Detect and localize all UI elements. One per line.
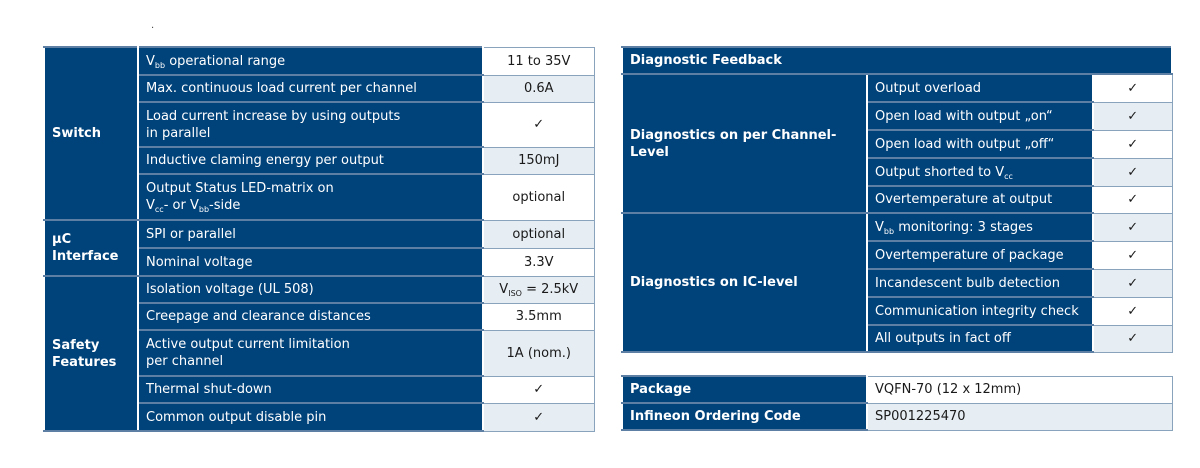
feature-label: All outputs in fact off xyxy=(866,324,1094,353)
check-icon: ✓ xyxy=(1092,212,1173,242)
table-row: Infineon Ordering Code SP001225470 xyxy=(621,402,1173,431)
table-row: Output shorted to Vcc ✓ xyxy=(622,157,1173,187)
feature-label: Vbb monitoring: 3 stages xyxy=(866,212,1094,242)
table-row: Open load with output „off“ ✓ xyxy=(622,129,1173,159)
feature-label: Max. continuous load current per channel xyxy=(137,74,484,103)
feature-label: Nominal voltage xyxy=(137,247,484,277)
feature-label: Output shorted to Vcc xyxy=(866,157,1094,187)
feature-value: 11 to 35V xyxy=(482,46,595,76)
diagnostic-feedback-table: Diagnostic Feedback Diagnostics on per C… xyxy=(620,46,1174,353)
feature-value: 0.6A xyxy=(482,74,595,103)
specs-table: Switch Vbb operational range 11 to 35V Max.… xyxy=(43,46,595,432)
check-icon: ✓ xyxy=(482,402,595,432)
feature-label: Open load with output „off“ xyxy=(866,129,1094,159)
table-row: Common output disable pin ✓ xyxy=(44,402,595,432)
check-icon: ✓ xyxy=(1092,73,1173,103)
table-row: Max. continuous load current per channel… xyxy=(44,74,595,103)
table-row: Nominal voltage 3.3V xyxy=(44,247,595,277)
group-label: µC Interface xyxy=(43,219,139,277)
feature-value: 3.3V xyxy=(482,247,595,277)
table-row: Open load with output „on“ ✓ xyxy=(622,101,1173,131)
table-row: Load current increase by using outputs in… xyxy=(44,101,595,148)
feature-label: Creepage and clearance distances xyxy=(137,302,484,331)
feature-label: Incandescent bulb detection xyxy=(866,268,1094,298)
package-label: Package xyxy=(621,375,868,404)
table-row: Creepage and clearance distances 3.5mm xyxy=(44,302,595,331)
table-row: Incandescent bulb detection ✓ xyxy=(622,268,1173,298)
table-row: Communication integrity check ✓ xyxy=(622,296,1173,326)
table-row: Thermal shut-down ✓ xyxy=(44,375,595,404)
table-row: Output Status LED-matrix on Vcc- or Vbb-s… xyxy=(44,173,595,221)
feature-label: Open load with output „on“ xyxy=(866,101,1094,131)
feature-label: Load current increase by using outputs in… xyxy=(137,101,484,148)
feature-label: SPI or parallel xyxy=(137,219,484,249)
feature-label: Overtemperature at output xyxy=(866,185,1094,214)
table-row: Overtemperature at output ✓ xyxy=(622,185,1173,214)
feature-value: VISO = 2.5kV xyxy=(482,275,595,304)
table-row: Package VQFN-70 (12 x 12mm) xyxy=(621,375,1173,404)
table-row: Diagnostics on IC-level Vbb monitoring: 3… xyxy=(621,212,1173,353)
table-row: Switch Vbb operational range 11 to 35V xyxy=(43,46,595,221)
feature-label: Output overload xyxy=(866,73,1094,103)
check-icon: ✓ xyxy=(1092,185,1173,214)
feature-value: 1A (nom.) xyxy=(482,329,595,377)
check-icon: ✓ xyxy=(482,101,595,148)
table-row: Overtemperature of package ✓ xyxy=(622,240,1173,270)
table-row: All outputs in fact off ✓ xyxy=(622,324,1173,353)
group-label: Diagnostics on per Channel-Level xyxy=(621,73,868,214)
table-row: Inductive claming energy per output 150mJ xyxy=(44,146,595,175)
feature-value: 3.5mm xyxy=(482,302,595,331)
table-row: Active output current limitation per chan… xyxy=(44,329,595,377)
stray-mark: . xyxy=(151,20,155,31)
feature-label: Communication integrity check xyxy=(866,296,1094,326)
check-icon: ✓ xyxy=(1092,101,1173,131)
ordering-code-label: Infineon Ordering Code xyxy=(621,402,868,431)
check-icon: ✓ xyxy=(1092,296,1173,326)
feature-label: Vbb operational range xyxy=(137,46,484,76)
table-row: Safety Features Isolation voltage (UL 508)… xyxy=(43,275,595,432)
check-icon: ✓ xyxy=(1092,240,1173,270)
group-label: Switch xyxy=(43,46,139,221)
feature-value: 150mJ xyxy=(482,146,595,175)
check-icon: ✓ xyxy=(1092,157,1173,187)
feature-label: Thermal shut-down xyxy=(137,375,484,404)
table-row: µC Interface SPI or parallel optional xyxy=(43,219,595,277)
table-row: Diagnostics on per Channel-Level Output o… xyxy=(621,73,1173,214)
ordering-code-value: SP001225470 xyxy=(866,402,1173,431)
feature-label: Output Status LED-matrix on Vcc- or Vbb-s… xyxy=(137,173,484,221)
feature-value: optional xyxy=(482,173,595,221)
feature-label: Isolation voltage (UL 508) xyxy=(137,275,484,304)
check-icon: ✓ xyxy=(1092,324,1173,353)
check-icon: ✓ xyxy=(1092,129,1173,159)
package-value: VQFN-70 (12 x 12mm) xyxy=(866,375,1173,404)
diagnostic-feedback-title: Diagnostic Feedback xyxy=(620,46,1174,75)
check-icon: ✓ xyxy=(1092,268,1173,298)
group-label: Safety Features xyxy=(43,275,139,432)
check-icon: ✓ xyxy=(482,375,595,404)
feature-label: Active output current limitation per chan… xyxy=(137,329,484,377)
feature-value: optional xyxy=(482,219,595,249)
feature-label: Inductive claming energy per output xyxy=(137,146,484,175)
feature-label: Overtemperature of package xyxy=(866,240,1094,270)
package-table: Package VQFN-70 (12 x 12mm) Infineon Orde… xyxy=(621,375,1173,431)
feature-label: Common output disable pin xyxy=(137,402,484,432)
group-label: Diagnostics on IC-level xyxy=(621,212,868,353)
